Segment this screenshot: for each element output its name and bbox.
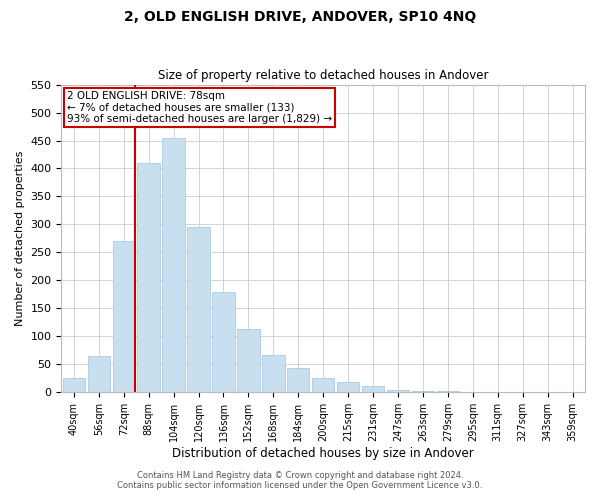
X-axis label: Distribution of detached houses by size in Andover: Distribution of detached houses by size … (172, 447, 474, 460)
Bar (212, 292, 235, 392)
Bar (137, 163, 160, 392)
Bar (237, 329, 260, 392)
Bar (88, 356, 110, 393)
Bar (287, 368, 310, 392)
Bar (113, 241, 135, 392)
Bar (62, 378, 85, 392)
Bar (387, 390, 409, 392)
Bar (187, 228, 210, 392)
Bar (262, 355, 284, 393)
Text: 2 OLD ENGLISH DRIVE: 78sqm
← 7% of detached houses are smaller (133)
93% of semi: 2 OLD ENGLISH DRIVE: 78sqm ← 7% of detac… (67, 90, 332, 124)
Bar (412, 390, 434, 392)
Bar (163, 138, 185, 392)
Text: Contains HM Land Registry data © Crown copyright and database right 2024.
Contai: Contains HM Land Registry data © Crown c… (118, 470, 482, 490)
Bar (312, 378, 334, 392)
Text: 2, OLD ENGLISH DRIVE, ANDOVER, SP10 4NQ: 2, OLD ENGLISH DRIVE, ANDOVER, SP10 4NQ (124, 10, 476, 24)
Y-axis label: Number of detached properties: Number of detached properties (15, 151, 25, 326)
Title: Size of property relative to detached houses in Andover: Size of property relative to detached ho… (158, 69, 488, 82)
Bar (437, 391, 459, 392)
Bar (337, 382, 359, 392)
Bar (362, 386, 384, 392)
